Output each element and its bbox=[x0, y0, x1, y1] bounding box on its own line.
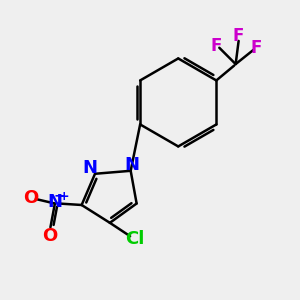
Text: Cl: Cl bbox=[125, 230, 145, 248]
Text: O: O bbox=[43, 227, 58, 245]
Text: N: N bbox=[82, 159, 97, 177]
Text: F: F bbox=[233, 27, 244, 45]
Text: +: + bbox=[58, 190, 69, 203]
Text: O: O bbox=[23, 189, 38, 207]
Text: F: F bbox=[211, 37, 222, 55]
Text: N: N bbox=[125, 156, 140, 174]
Text: −: − bbox=[54, 188, 65, 203]
Text: N: N bbox=[47, 193, 62, 211]
Text: F: F bbox=[251, 39, 262, 57]
